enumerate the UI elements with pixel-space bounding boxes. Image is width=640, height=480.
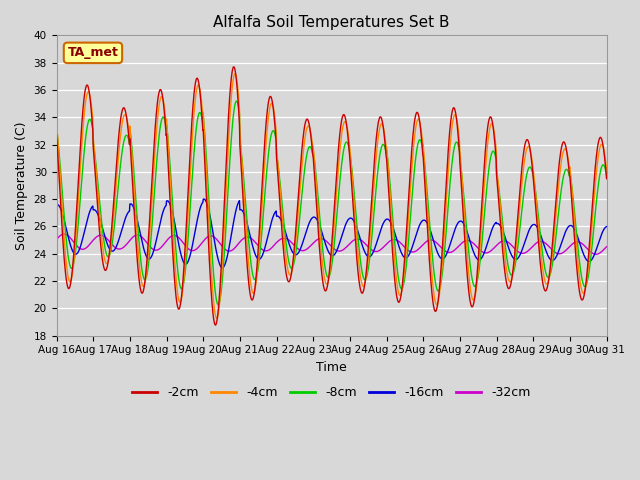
-2cm (508, 280, 515, 286)
Line: -16cm: -16cm (56, 199, 607, 268)
-4cm (52, 119, 60, 124)
-32cm (592, 252, 600, 257)
-4cm (555, 184, 563, 190)
-2cm (269, 104, 277, 110)
-32cm (554, 251, 562, 257)
-4cm (269, 103, 277, 109)
-4cm (174, 293, 182, 299)
-16cm (417, 220, 424, 226)
-32cm (269, 244, 276, 250)
-4cm (417, 123, 424, 129)
-32cm (282, 236, 290, 241)
X-axis label: Time: Time (316, 361, 347, 374)
-32cm (603, 244, 611, 250)
Title: Alfalfa Soil Temperatures Set B: Alfalfa Soil Temperatures Set B (213, 15, 450, 30)
-2cm (52, 132, 60, 137)
-16cm (508, 251, 515, 257)
-2cm (174, 305, 182, 311)
Y-axis label: Soil Temperature (C): Soil Temperature (C) (15, 121, 28, 250)
-4cm (508, 278, 515, 284)
Line: -2cm: -2cm (56, 67, 607, 325)
-8cm (508, 272, 515, 278)
-8cm (232, 98, 240, 104)
-8cm (417, 137, 424, 143)
Line: -8cm: -8cm (56, 101, 607, 305)
-8cm (52, 126, 60, 132)
-8cm (603, 172, 611, 178)
-32cm (507, 241, 515, 247)
-16cm (555, 249, 563, 254)
-2cm (283, 273, 291, 278)
-16cm (200, 196, 208, 202)
-4cm (212, 315, 220, 321)
Line: -32cm: -32cm (56, 234, 607, 254)
-32cm (52, 237, 60, 242)
Text: TA_met: TA_met (68, 47, 118, 60)
-8cm (214, 302, 222, 308)
Line: -4cm: -4cm (56, 74, 607, 318)
-16cm (603, 224, 611, 229)
-8cm (555, 211, 563, 216)
-32cm (60, 231, 68, 237)
-4cm (603, 167, 611, 172)
-4cm (283, 259, 291, 264)
-2cm (555, 168, 563, 174)
-32cm (417, 245, 424, 251)
-2cm (417, 126, 424, 132)
Legend: -2cm, -4cm, -8cm, -16cm, -32cm: -2cm, -4cm, -8cm, -16cm, -32cm (127, 382, 536, 405)
-16cm (269, 214, 277, 219)
-8cm (269, 128, 277, 133)
-4cm (231, 71, 239, 77)
-2cm (603, 176, 611, 181)
-16cm (52, 202, 60, 208)
-16cm (218, 265, 226, 271)
-8cm (283, 243, 291, 249)
-8cm (174, 270, 182, 276)
-32cm (175, 234, 182, 240)
-16cm (283, 233, 291, 239)
-2cm (230, 64, 237, 70)
-16cm (174, 238, 182, 243)
-2cm (212, 322, 220, 328)
